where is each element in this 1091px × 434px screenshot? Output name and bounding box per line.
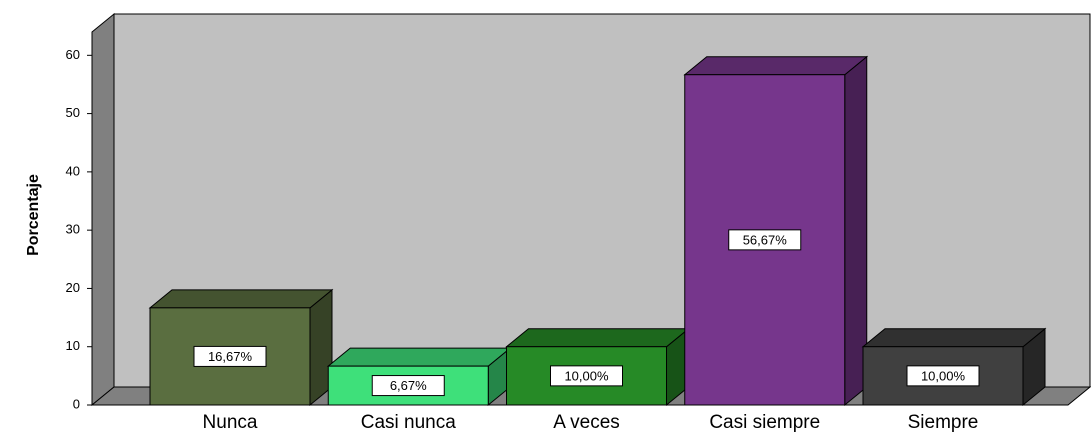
value-label: 10,00% [921, 368, 966, 383]
value-label-box [906, 365, 980, 387]
y-tick-label: 20 [66, 280, 80, 295]
y-tick-label: 60 [66, 47, 80, 62]
left-wall [91, 12, 115, 407]
x-tick-label: Casi siempre [709, 412, 820, 433]
bar-top [505, 328, 690, 348]
y-tick-label: 50 [66, 105, 80, 120]
y-tick-label: 30 [66, 222, 80, 237]
value-label-box [193, 345, 267, 367]
x-tick-label: Siempre [908, 412, 979, 433]
x-tick-label: Nunca [203, 412, 258, 433]
bar-top [683, 56, 869, 76]
y-axis-label: Porcentaje [25, 174, 42, 256]
x-tick-label: Casi nunca [361, 412, 456, 433]
value-label-box [550, 365, 623, 387]
value-label: 16,67% [208, 349, 253, 364]
y-tick-label: 40 [66, 163, 80, 178]
x-tick-label: A veces [553, 412, 620, 433]
bar-top [326, 347, 512, 367]
bar-top [861, 328, 1047, 348]
y-tick-label: 10 [66, 338, 80, 353]
value-label-box [728, 229, 802, 251]
value-label: 10,00% [564, 368, 609, 383]
value-label: 56,67% [743, 232, 788, 247]
bar-top [148, 289, 334, 309]
value-label-box [371, 375, 445, 397]
y-tick-label: 0 [73, 396, 80, 411]
value-label: 6,67% [390, 378, 427, 393]
